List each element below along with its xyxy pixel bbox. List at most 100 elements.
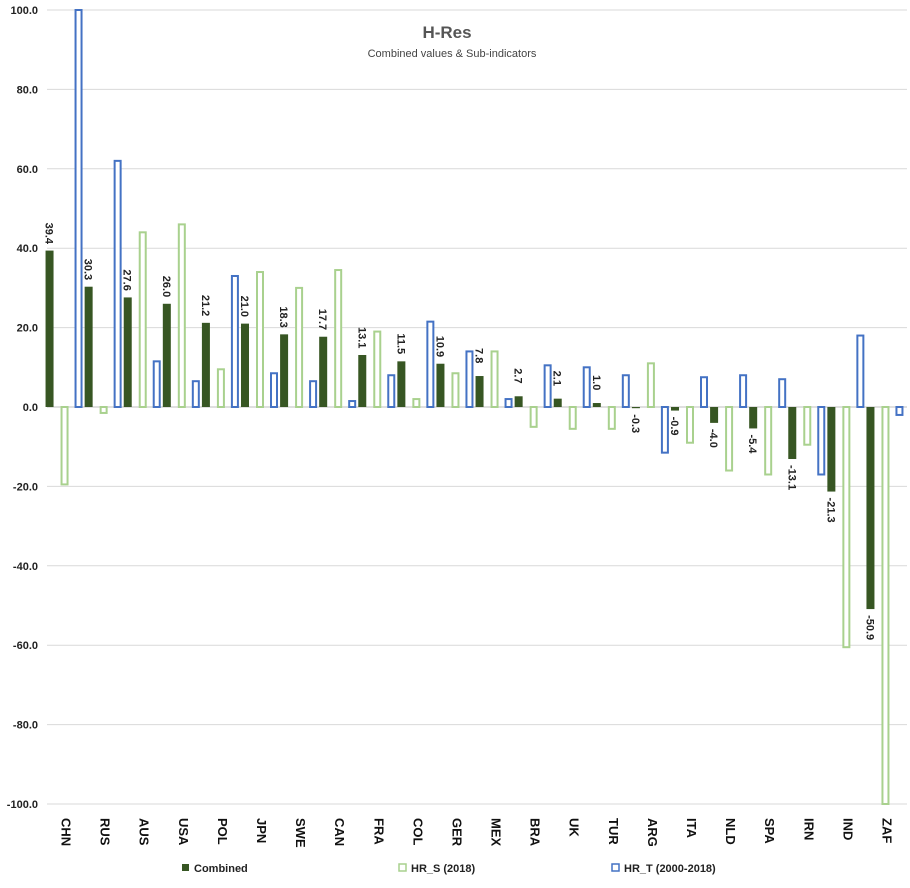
data-label: 2.1 [551, 371, 563, 386]
bar-hr-t [74, 9, 83, 408]
category-label: UK [567, 818, 582, 837]
bar-hr-s [412, 398, 421, 408]
bar-combined [358, 354, 367, 407]
category-label: COL [410, 818, 425, 846]
data-label: -21.3 [824, 498, 836, 523]
data-label: 7.8 [473, 348, 485, 363]
data-label: 30.3 [82, 259, 94, 280]
y-tick-label: 100.0 [10, 5, 38, 17]
y-tick-label: 40.0 [17, 243, 38, 255]
bar-hr-s [216, 368, 225, 409]
bar-hr-s [99, 406, 108, 414]
bar-hr-t [817, 406, 826, 476]
legend-swatch [611, 863, 620, 872]
y-tick-label: -40.0 [13, 561, 38, 573]
category-label: AUS [137, 818, 152, 846]
legend-swatch [182, 864, 189, 871]
bar-hr-t [309, 380, 318, 409]
bar-hr-s [842, 406, 851, 649]
bar-combined [241, 323, 249, 407]
legend: Combined HR_S (2018) HR_T (2000-2018) [182, 863, 716, 875]
category-label: GER [449, 818, 464, 847]
data-label: 39.4 [43, 223, 55, 245]
y-tick-label: 60.0 [17, 164, 38, 176]
bar-hr-s [725, 406, 734, 472]
category-label: NLD [723, 818, 738, 845]
bar-combined [749, 407, 758, 429]
category-label: ARG [645, 818, 660, 847]
data-label: 21.2 [199, 295, 211, 316]
bar-combined [436, 363, 445, 407]
bar-hr-t [113, 159, 122, 408]
category-label: RUS [98, 818, 113, 846]
category-label: ITA [684, 818, 699, 839]
bar-combined [710, 407, 719, 423]
data-label: -5.4 [746, 434, 758, 454]
y-tick-label: -80.0 [13, 720, 38, 732]
data-label: 2.7 [512, 368, 524, 383]
data-label: 11.5 [394, 333, 406, 354]
bar-hr-s [490, 350, 499, 409]
data-label: -0.9 [668, 417, 680, 436]
bar-hr-s [881, 406, 890, 805]
category-label: TUR [606, 818, 621, 845]
bar-hr-t [387, 374, 396, 408]
bar-hr-s [646, 362, 655, 408]
bar-hr-s [803, 406, 812, 446]
data-label: 26.0 [160, 276, 172, 297]
data-label: 17.7 [316, 309, 328, 330]
bar-hr-s [295, 286, 304, 408]
bar-hr-t [621, 374, 630, 408]
bar-hr-t [778, 378, 787, 408]
chart-subtitle: Combined values & Sub-indicators [368, 48, 537, 60]
y-tick-label: 20.0 [17, 323, 38, 335]
bar-hr-s [373, 330, 382, 409]
legend-label: HR_S (2018) [411, 863, 476, 875]
y-tick-label: -60.0 [13, 640, 38, 652]
bar-hr-t [856, 334, 865, 409]
bar-hr-s [138, 231, 147, 408]
bar-combined [162, 303, 171, 407]
data-label: 10.9 [433, 336, 445, 357]
bar-combined [475, 376, 484, 407]
bar-hr-s [568, 406, 577, 430]
bar-hr-t [270, 372, 278, 409]
bar-combined [319, 336, 328, 407]
bar-combined [45, 250, 54, 407]
bar-combined [671, 407, 679, 411]
legend-label: Combined [194, 863, 248, 875]
bar-combined [553, 398, 562, 407]
bar-hr-s [177, 223, 186, 408]
bar-combined [827, 407, 836, 492]
category-label: SPA [762, 818, 777, 844]
category-label: JPN [254, 818, 269, 843]
category-label: USA [176, 818, 191, 846]
bar-hr-s [529, 406, 538, 428]
bar-hr-t [465, 350, 474, 409]
data-label: -4.0 [707, 429, 719, 448]
data-label: -13.1 [785, 465, 797, 490]
bar-hr-s [764, 406, 773, 476]
legend-swatch [398, 863, 407, 872]
bar-hr-t [895, 406, 904, 416]
category-label: POL [215, 818, 230, 845]
bar-hr-t [582, 366, 591, 408]
bar-hr-s [451, 372, 460, 409]
data-label: 1.0 [590, 375, 602, 390]
category-label: SWE [293, 818, 308, 848]
data-label: -0.3 [629, 414, 641, 433]
bars [45, 9, 904, 805]
bar-combined [280, 334, 289, 407]
data-labels: 39.4 30.3 27.6 26.0 21.2 21.0 18.3 17.7 13.1 11.5… [43, 223, 876, 641]
bar-hr-t [504, 398, 513, 408]
data-label: -50.9 [863, 615, 875, 640]
bar-hr-t [348, 400, 357, 409]
data-label: 13.1 [355, 327, 367, 348]
bar-hr-s [60, 406, 69, 486]
bar-hr-t [739, 374, 748, 408]
x-axis-categories: CHN RUS AUS USA POL JPN SWE CAN FRA COL GER MEX BRA U… [59, 818, 895, 848]
bar-hr-t [152, 360, 161, 408]
data-label: 21.0 [238, 296, 250, 317]
category-label: MEX [489, 818, 504, 847]
category-label: IRN [801, 818, 816, 840]
